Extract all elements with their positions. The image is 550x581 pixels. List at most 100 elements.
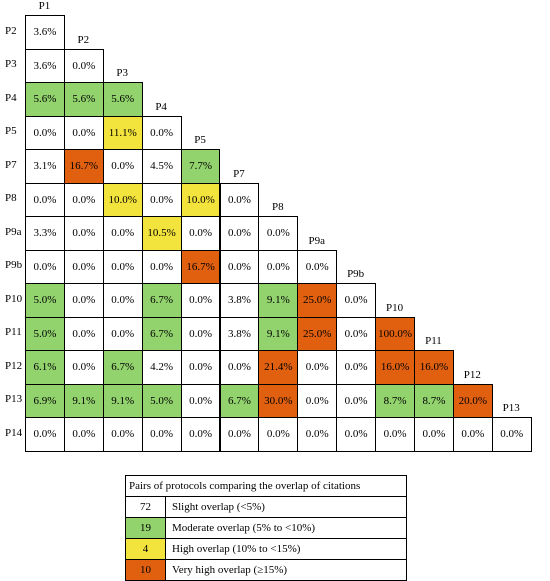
legend-row-moderate: 19 Moderate overlap (5% to <10%) <box>126 518 406 539</box>
matrix-cell: 0.0% <box>63 48 104 83</box>
matrix-cell: 0.0% <box>414 417 454 452</box>
column-header: P3 <box>116 67 129 79</box>
matrix-cell: 0.0% <box>141 182 182 217</box>
matrix-cell: 0.0% <box>25 182 65 217</box>
matrix-cell: 16.7% <box>180 249 221 284</box>
matrix-cell: 6.7% <box>141 316 182 351</box>
matrix-cell: 21.4% <box>258 350 299 385</box>
legend-label: High overlap (10% to <15%) <box>172 543 301 555</box>
matrix-cell: 4.2% <box>141 350 182 385</box>
matrix-cell: 3.6% <box>25 15 65 50</box>
legend-count: 4 <box>126 539 166 559</box>
matrix-cell: 6.7% <box>102 350 143 385</box>
legend-row-veryhigh: 10 Very high overlap (≥15%) <box>126 560 406 580</box>
matrix-cell: 0.0% <box>180 216 221 251</box>
column-header: P9a <box>308 234 325 247</box>
column-header: P8 <box>272 201 284 213</box>
column-header: P13 <box>502 402 520 414</box>
matrix-cell: 0.0% <box>336 417 377 452</box>
matrix-cell: 0.0% <box>180 417 221 452</box>
matrix-cell: 0.0% <box>102 316 143 351</box>
matrix-cell: 0.0% <box>336 316 377 351</box>
matrix-cell: 0.0% <box>336 383 377 418</box>
column-header: P2 <box>77 33 90 46</box>
matrix-cell: 3.1% <box>25 149 65 184</box>
matrix-cell: 3.8% <box>219 316 260 351</box>
matrix-cell: 25.0% <box>297 283 338 318</box>
row-label: P12 <box>5 359 23 372</box>
legend: Pairs of protocols comparing the overlap… <box>125 475 407 581</box>
legend-row-slight: 72 Slight overlap (<5%) <box>126 497 406 518</box>
legend-count: 10 <box>126 560 166 580</box>
matrix-cell: 0.0% <box>63 216 104 251</box>
row-label: P7 <box>5 158 17 171</box>
matrix-cell: 0.0% <box>219 216 260 251</box>
matrix-cell: 5.0% <box>25 316 65 351</box>
row-label: P4 <box>5 91 17 104</box>
matrix-cell: 10.0% <box>102 182 143 217</box>
matrix-cell: 30.0% <box>258 383 299 418</box>
row-label: P3 <box>5 58 17 71</box>
matrix-cell: 0.0% <box>141 417 182 452</box>
matrix-cell: 8.7% <box>375 383 415 418</box>
matrix-cell: 6.9% <box>25 383 65 418</box>
matrix-cell: 0.0% <box>63 283 104 318</box>
matrix-cell: 0.0% <box>102 249 143 284</box>
matrix-cell: 0.0% <box>102 417 143 452</box>
matrix-cell: 100.0% <box>375 316 415 351</box>
matrix-cell: 0.0% <box>297 417 338 452</box>
matrix-cell: 5.6% <box>25 82 65 117</box>
column-header: P7 <box>233 167 245 180</box>
matrix-cell: 6.7% <box>141 283 182 318</box>
row-label: P13 <box>5 393 23 406</box>
legend-label: Very high overlap (≥15%) <box>172 564 288 576</box>
row-label: P9a <box>5 225 22 238</box>
matrix-cell: 0.0% <box>25 417 65 452</box>
matrix-cell: 0.0% <box>219 249 260 284</box>
row-label: P14 <box>5 426 23 439</box>
matrix-cell: 0.0% <box>491 417 532 452</box>
matrix-cell: 0.0% <box>180 350 221 385</box>
matrix-cell: 16.0% <box>414 350 454 385</box>
matrix-cell: 0.0% <box>336 350 377 385</box>
matrix-cell: 5.6% <box>63 82 104 117</box>
matrix-cell: 0.0% <box>25 115 65 150</box>
matrix-cell: 0.0% <box>258 216 299 251</box>
matrix-cell: 0.0% <box>102 283 143 318</box>
overlap-matrix: P2 3.6% P3 3.6% 0.0% P4 5.6% 5.6% 5.6% P5 0.0% 0.0%… <box>5 0 532 452</box>
matrix-cell: 0.0% <box>63 249 104 284</box>
row-label: P9b <box>5 259 23 272</box>
matrix-cell: 25.0% <box>297 316 338 351</box>
matrix-cell: 0.0% <box>141 115 182 150</box>
matrix-cell: 0.0% <box>258 249 299 284</box>
column-header: P12 <box>463 368 481 381</box>
legend-label: Slight overlap (<5%) <box>172 501 265 513</box>
matrix-cell: 0.0% <box>219 417 260 452</box>
matrix-cell: 9.1% <box>258 316 299 351</box>
matrix-cell: 0.0% <box>63 350 104 385</box>
matrix-cell: 7.7% <box>180 149 221 184</box>
legend-row-high: 4 High overlap (10% to <15%) <box>126 539 406 560</box>
matrix-cell: 0.0% <box>102 216 143 251</box>
matrix-cell: 0.0% <box>297 249 338 284</box>
matrix-cell: 10.0% <box>180 182 221 217</box>
matrix-cell: 5.0% <box>141 383 182 418</box>
matrix-cell: 0.0% <box>63 316 104 351</box>
matrix-cell: 5.0% <box>25 283 65 318</box>
matrix-cell: 0.0% <box>63 182 104 217</box>
matrix-cell: 0.0% <box>258 417 299 452</box>
matrix-cell: 6.1% <box>25 350 65 385</box>
column-header: P10 <box>385 301 404 314</box>
legend-count: 19 <box>126 518 166 538</box>
matrix-cell: 9.1% <box>258 283 299 318</box>
matrix-cell: 11.1% <box>102 115 143 150</box>
row-label: P8 <box>5 192 17 205</box>
legend-label: Moderate overlap (5% to <10%) <box>172 522 316 534</box>
row-label: P5 <box>5 125 17 138</box>
matrix-cell: 0.0% <box>219 182 260 217</box>
matrix-cell: 0.0% <box>219 350 260 385</box>
matrix-cell: 9.1% <box>102 383 143 418</box>
column-header: P9b <box>347 268 365 280</box>
matrix-cell: 3.3% <box>25 216 65 251</box>
matrix-cell: 0.0% <box>297 383 338 418</box>
